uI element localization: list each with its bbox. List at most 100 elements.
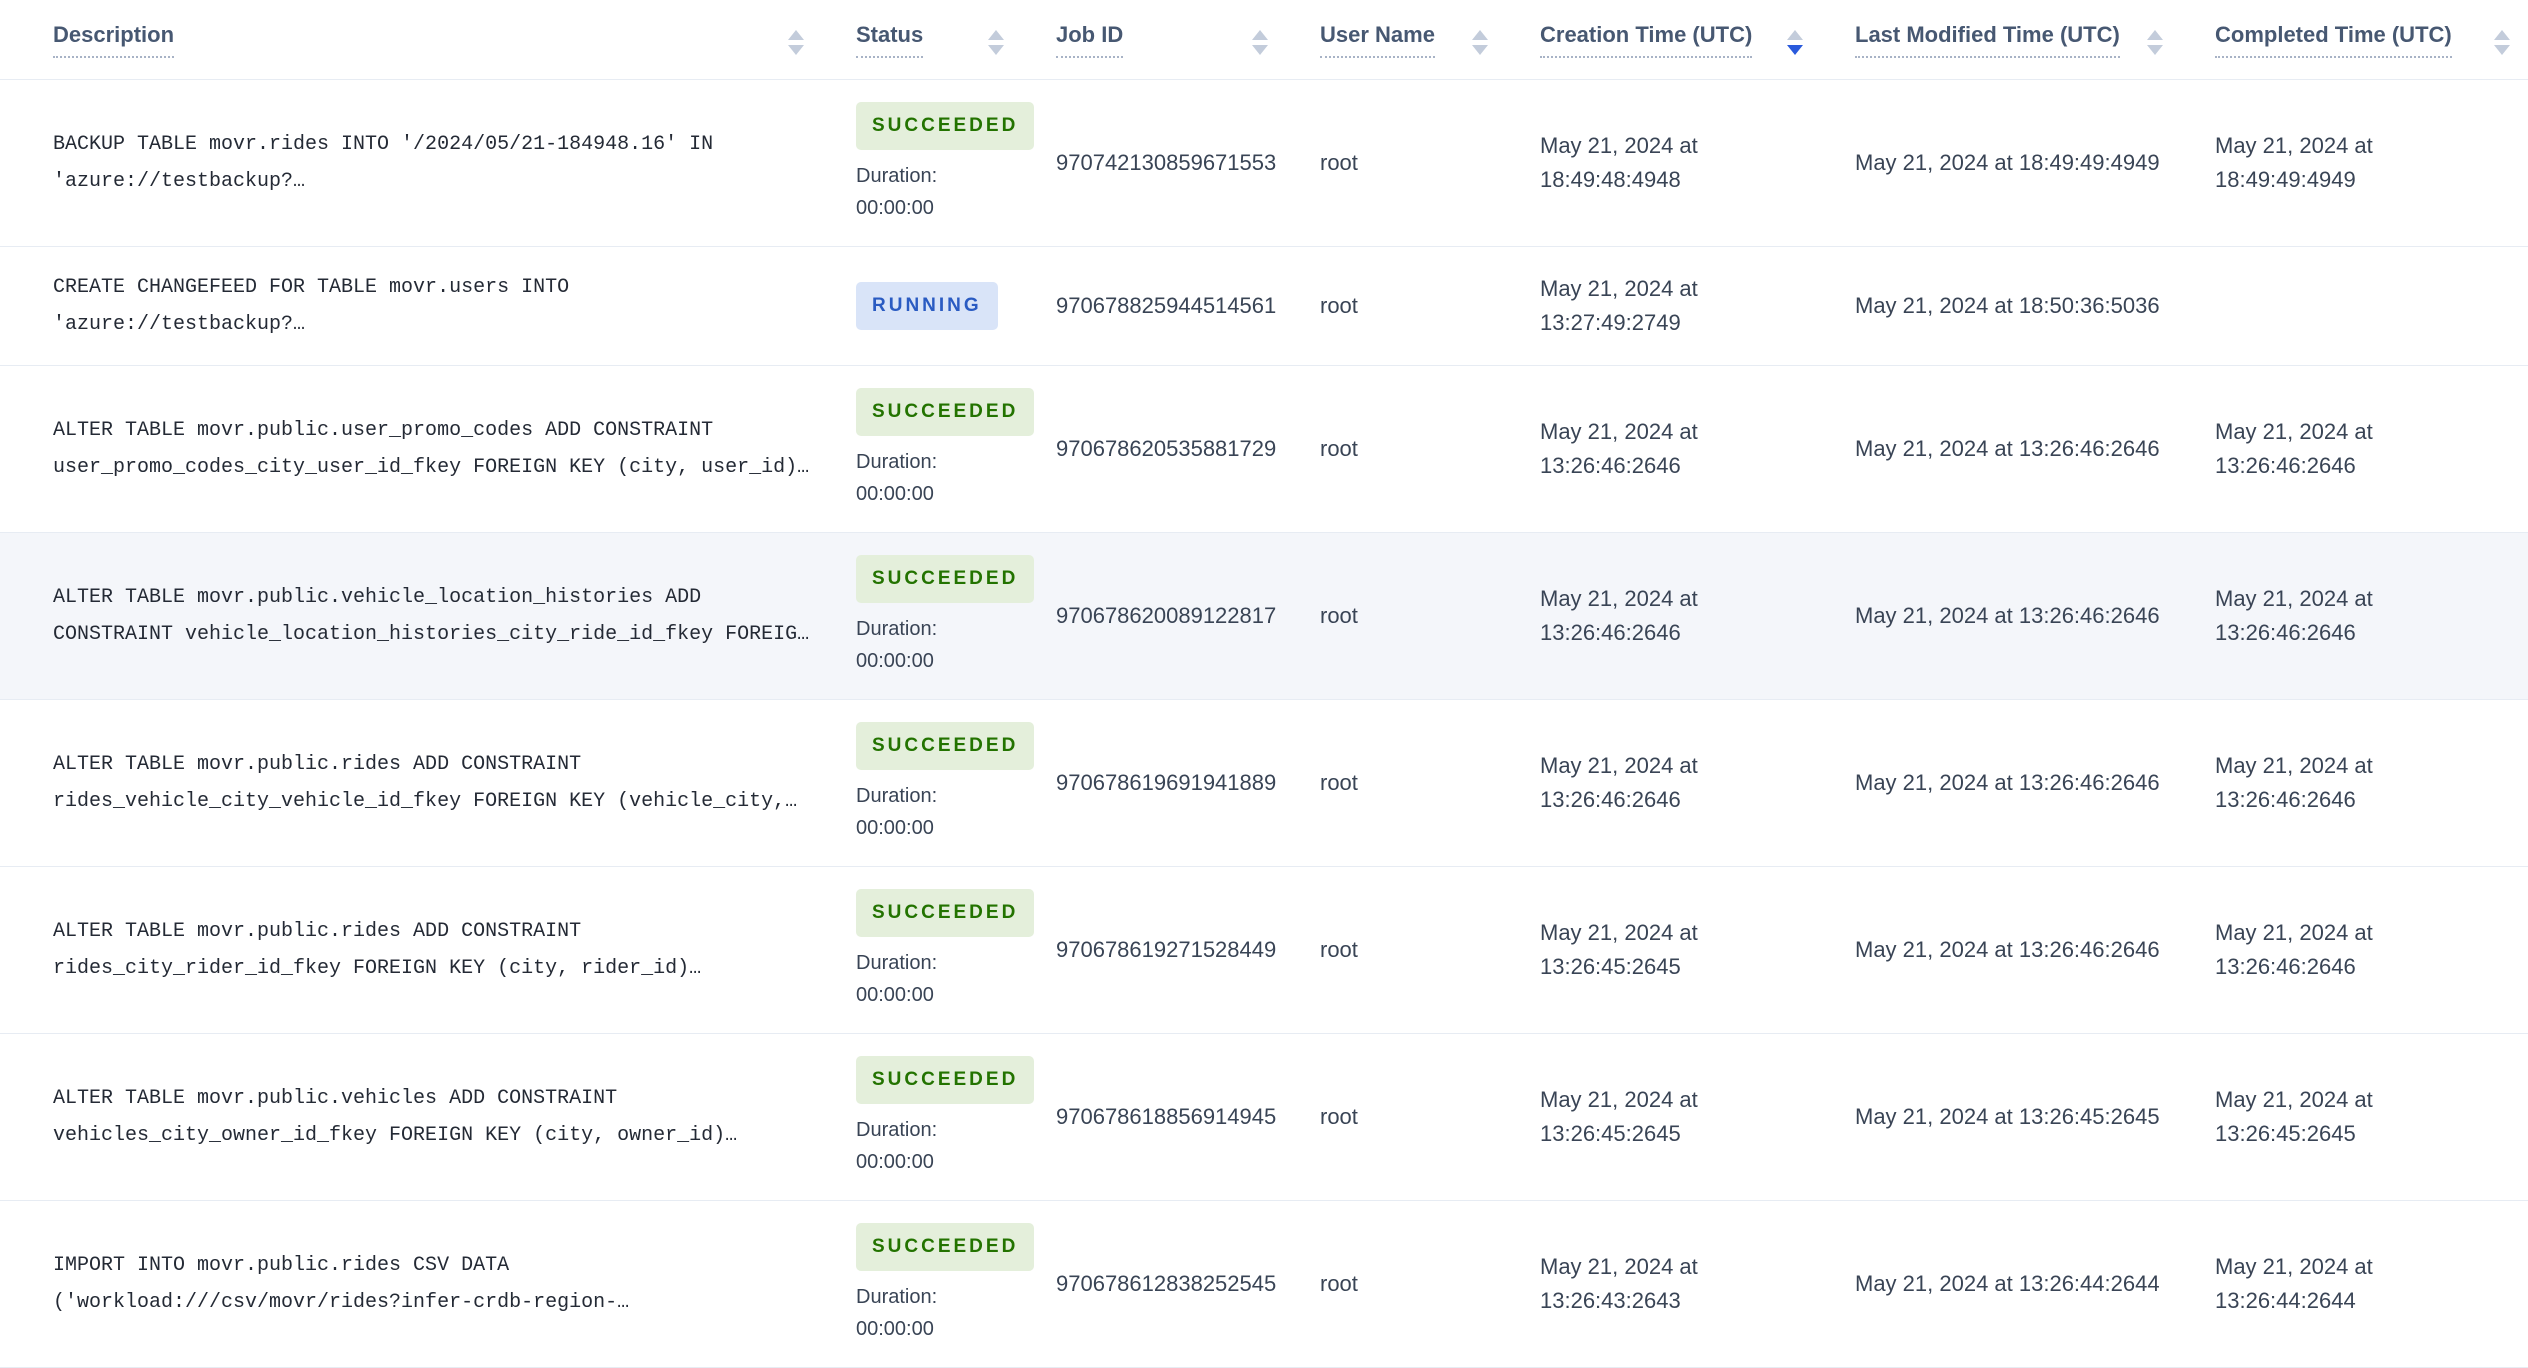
sort-icon[interactable] (2494, 24, 2510, 55)
status-badge: SUCCEEDED (856, 555, 1035, 603)
column-header-label: Last Modified Time (UTC) (1855, 22, 2120, 58)
user-name: root (1320, 293, 1358, 318)
column-header-label: Description (53, 22, 175, 58)
job-duration: Duration: 00:00:00 (856, 451, 938, 505)
completed-time: May 21, 2024 at 13:26:46:2646 (2215, 586, 2373, 645)
job-id: 970742130859671553 (1056, 150, 1277, 175)
column-header-user-name[interactable]: User Name (1320, 22, 1540, 58)
job-description-link[interactable]: ALTER TABLE movr.public.vehicle_location… (53, 586, 810, 646)
column-header-label: Status (856, 22, 924, 58)
column-header-label: Creation Time (UTC) (1540, 22, 1753, 58)
column-header-label: User Name (1320, 22, 1435, 58)
job-description-link[interactable]: BACKUP TABLE movr.rides INTO '/2024/05/2… (53, 133, 714, 193)
status-badge: SUCCEEDED (856, 1223, 1035, 1271)
job-status-cell: SUCCEEDED Duration: 00:00:00 (856, 388, 1056, 510)
job-id: 970678620535881729 (1056, 436, 1277, 461)
job-description-link[interactable]: ALTER TABLE movr.public.rides ADD CONSTR… (53, 753, 798, 813)
creation-time: May 21, 2024 at 13:26:46:2646 (1540, 753, 1698, 812)
table-row[interactable]: ALTER TABLE movr.public.user_promo_codes… (0, 366, 2528, 533)
job-id: 970678620089122817 (1056, 603, 1277, 628)
table-row[interactable]: ALTER TABLE movr.public.rides ADD CONSTR… (0, 867, 2528, 1034)
table-row-highlighted[interactable]: ALTER TABLE movr.public.vehicle_location… (0, 533, 2528, 700)
user-name: root (1320, 436, 1358, 461)
sort-icon[interactable] (988, 24, 1004, 55)
job-description-link[interactable]: CREATE CHANGEFEED FOR TABLE movr.users I… (53, 276, 570, 336)
status-badge: SUCCEEDED (856, 1056, 1035, 1104)
table-row[interactable]: ALTER TABLE movr.public.rides ADD CONSTR… (0, 700, 2528, 867)
status-badge: SUCCEEDED (856, 722, 1035, 770)
status-badge: SUCCEEDED (856, 388, 1035, 436)
table-row[interactable]: CREATE CHANGEFEED FOR TABLE movr.users I… (0, 247, 2528, 366)
job-status-cell: SUCCEEDED Duration: 00:00:00 (856, 889, 1056, 1011)
last-modified-time: May 21, 2024 at 13:26:46:2646 (1855, 603, 2160, 628)
job-status-cell: SUCCEEDED Duration: 00:00:00 (856, 102, 1056, 224)
completed-time: May 21, 2024 at 13:26:46:2646 (2215, 419, 2373, 478)
column-header-completed-time[interactable]: Completed Time (UTC) (2215, 22, 2528, 58)
last-modified-time: May 21, 2024 at 13:26:46:2646 (1855, 770, 2160, 795)
creation-time: May 21, 2024 at 13:26:45:2645 (1540, 920, 1698, 979)
creation-time: May 21, 2024 at 13:26:45:2645 (1540, 1087, 1698, 1146)
last-modified-time: May 21, 2024 at 13:26:44:2644 (1855, 1271, 2160, 1296)
completed-time: May 21, 2024 at 13:26:45:2645 (2215, 1087, 2373, 1146)
job-id: 970678612838252545 (1056, 1271, 1277, 1296)
last-modified-time: May 21, 2024 at 13:26:46:2646 (1855, 436, 2160, 461)
completed-time: May 21, 2024 at 13:26:46:2646 (2215, 753, 2373, 812)
sort-icon[interactable] (1252, 24, 1268, 55)
sort-icon[interactable] (2147, 24, 2163, 55)
job-status-cell: SUCCEEDED Duration: 00:00:00 (856, 1056, 1056, 1178)
job-status-cell: SUCCEEDED Duration: 00:00:00 (856, 555, 1056, 677)
job-description-link[interactable]: ALTER TABLE movr.public.vehicles ADD CON… (53, 1087, 738, 1147)
sort-icon[interactable] (788, 24, 804, 55)
sort-icon-active-desc[interactable] (1787, 24, 1803, 55)
status-badge: RUNNING (856, 282, 998, 330)
column-header-creation-time[interactable]: Creation Time (UTC) (1540, 22, 1855, 58)
job-description-link[interactable]: ALTER TABLE movr.public.user_promo_codes… (53, 419, 810, 479)
table-header-row: Description Status Job ID User Name Crea… (0, 0, 2528, 80)
user-name: root (1320, 937, 1358, 962)
job-status-cell: SUCCEEDED Duration: 00:00:00 (856, 1223, 1056, 1345)
last-modified-time: May 21, 2024 at 13:26:45:2645 (1855, 1104, 2160, 1129)
job-id: 970678619691941889 (1056, 770, 1277, 795)
column-header-last-modified-time[interactable]: Last Modified Time (UTC) (1855, 22, 2215, 58)
job-id: 970678618856914945 (1056, 1104, 1277, 1129)
job-id: 970678619271528449 (1056, 937, 1277, 962)
sort-icon[interactable] (1472, 24, 1488, 55)
creation-time: May 21, 2024 at 18:49:48:4948 (1540, 133, 1698, 192)
column-header-job-id[interactable]: Job ID (1056, 22, 1320, 58)
user-name: root (1320, 770, 1358, 795)
last-modified-time: May 21, 2024 at 13:26:46:2646 (1855, 937, 2160, 962)
job-description-link[interactable]: ALTER TABLE movr.public.rides ADD CONSTR… (53, 920, 702, 980)
user-name: root (1320, 603, 1358, 628)
job-id: 970678825944514561 (1056, 293, 1277, 318)
table-row[interactable]: ALTER TABLE movr.public.vehicles ADD CON… (0, 1034, 2528, 1201)
status-badge: SUCCEEDED (856, 889, 1035, 937)
job-duration: Duration: 00:00:00 (856, 1286, 938, 1340)
job-duration: Duration: 00:00:00 (856, 618, 938, 672)
job-duration: Duration: 00:00:00 (856, 952, 938, 1006)
creation-time: May 21, 2024 at 13:26:46:2646 (1540, 586, 1698, 645)
user-name: root (1320, 1271, 1358, 1296)
last-modified-time: May 21, 2024 at 18:49:49:4949 (1855, 150, 2160, 175)
user-name: root (1320, 150, 1358, 175)
creation-time: May 21, 2024 at 13:26:43:2643 (1540, 1254, 1698, 1313)
completed-time: May 21, 2024 at 13:26:44:2644 (2215, 1254, 2373, 1313)
table-row[interactable]: IMPORT INTO movr.public.rides CSV DATA (… (0, 1201, 2528, 1368)
job-status-cell: SUCCEEDED Duration: 00:00:00 (856, 722, 1056, 844)
job-status-cell: RUNNING (856, 282, 1056, 330)
status-badge: SUCCEEDED (856, 102, 1035, 150)
last-modified-time: May 21, 2024 at 18:50:36:5036 (1855, 293, 2160, 318)
creation-time: May 21, 2024 at 13:27:49:2749 (1540, 276, 1698, 335)
user-name: root (1320, 1104, 1358, 1129)
creation-time: May 21, 2024 at 13:26:46:2646 (1540, 419, 1698, 478)
job-duration: Duration: 00:00:00 (856, 165, 938, 219)
table-row[interactable]: BACKUP TABLE movr.rides INTO '/2024/05/2… (0, 80, 2528, 247)
completed-time: May 21, 2024 at 13:26:46:2646 (2215, 920, 2373, 979)
column-header-description[interactable]: Description (53, 22, 856, 58)
column-header-label: Job ID (1056, 22, 1124, 58)
column-header-label: Completed Time (UTC) (2215, 22, 2452, 58)
job-description-link[interactable]: IMPORT INTO movr.public.rides CSV DATA (… (53, 1254, 630, 1314)
job-duration: Duration: 00:00:00 (856, 1119, 938, 1173)
column-header-status[interactable]: Status (856, 22, 1056, 58)
completed-time: May 21, 2024 at 18:49:49:4949 (2215, 133, 2373, 192)
